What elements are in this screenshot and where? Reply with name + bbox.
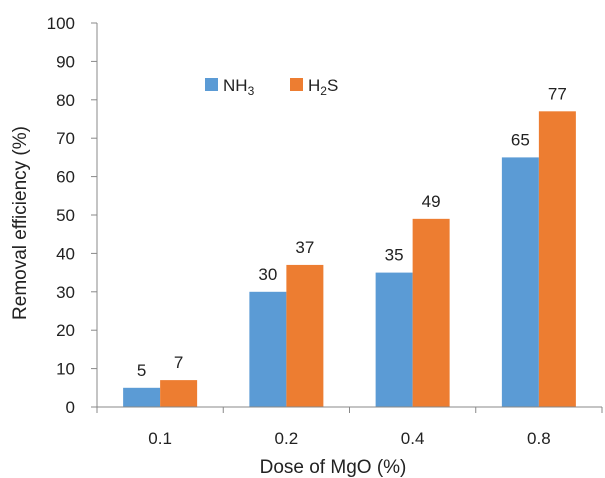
y-tick-label: 40 — [56, 244, 75, 263]
legend-label-h2s: H2S — [308, 76, 338, 98]
y-tick-label: 20 — [56, 321, 75, 340]
y-tick-label: 100 — [47, 14, 75, 33]
data-labels: 5 7 30 37 35 49 65 77 — [137, 84, 567, 379]
x-tick-label: 0.2 — [275, 429, 299, 448]
data-label-h2s: 49 — [422, 192, 441, 211]
data-label-nh3: 30 — [258, 265, 277, 284]
y-tick-label: 80 — [56, 91, 75, 110]
y-tick-label: 0 — [66, 398, 75, 417]
legend-swatch-nh3 — [205, 78, 218, 91]
y-tick-label: 60 — [56, 168, 75, 187]
data-label-nh3: 5 — [137, 361, 146, 380]
x-axis-ticks: 0.1 0.2 0.4 0.8 — [96, 407, 603, 448]
y-tick-label: 90 — [56, 52, 75, 71]
data-label-h2s: 77 — [548, 84, 567, 103]
legend-swatch-h2s — [290, 78, 303, 91]
bar-nh3-0.2 — [249, 291, 287, 407]
x-tick-label: 0.8 — [527, 429, 551, 448]
data-label-h2s: 37 — [295, 238, 314, 257]
legend: NH3 H2S — [205, 76, 338, 98]
y-tick-label: 50 — [56, 206, 75, 225]
data-label-nh3: 65 — [511, 130, 530, 149]
x-axis-title: Dose of MgO (%) — [260, 457, 407, 478]
y-axis-ticks: 0 10 20 30 40 50 60 70 80 90 100 — [47, 14, 97, 417]
y-tick-label: 70 — [56, 129, 75, 148]
bars — [123, 111, 576, 407]
legend-label-nh3: NH3 — [223, 76, 255, 98]
bar-h2s-0.1 — [160, 380, 198, 407]
bar-nh3-0.8 — [501, 157, 539, 407]
bar-h2s-0.8 — [538, 111, 576, 407]
bar-h2s-0.4 — [412, 218, 450, 407]
x-tick-label: 0.4 — [401, 429, 425, 448]
bar-nh3-0.4 — [375, 272, 413, 407]
bar-nh3-0.1 — [123, 387, 161, 407]
bar-h2s-0.2 — [286, 264, 324, 407]
y-tick-label: 30 — [56, 283, 75, 302]
data-label-h2s: 7 — [174, 353, 183, 372]
data-label-nh3: 35 — [385, 246, 404, 265]
x-tick-label: 0.1 — [148, 429, 172, 448]
y-tick-label: 10 — [56, 360, 75, 379]
y-axis-title: Removal efficiency (%) — [10, 126, 31, 320]
